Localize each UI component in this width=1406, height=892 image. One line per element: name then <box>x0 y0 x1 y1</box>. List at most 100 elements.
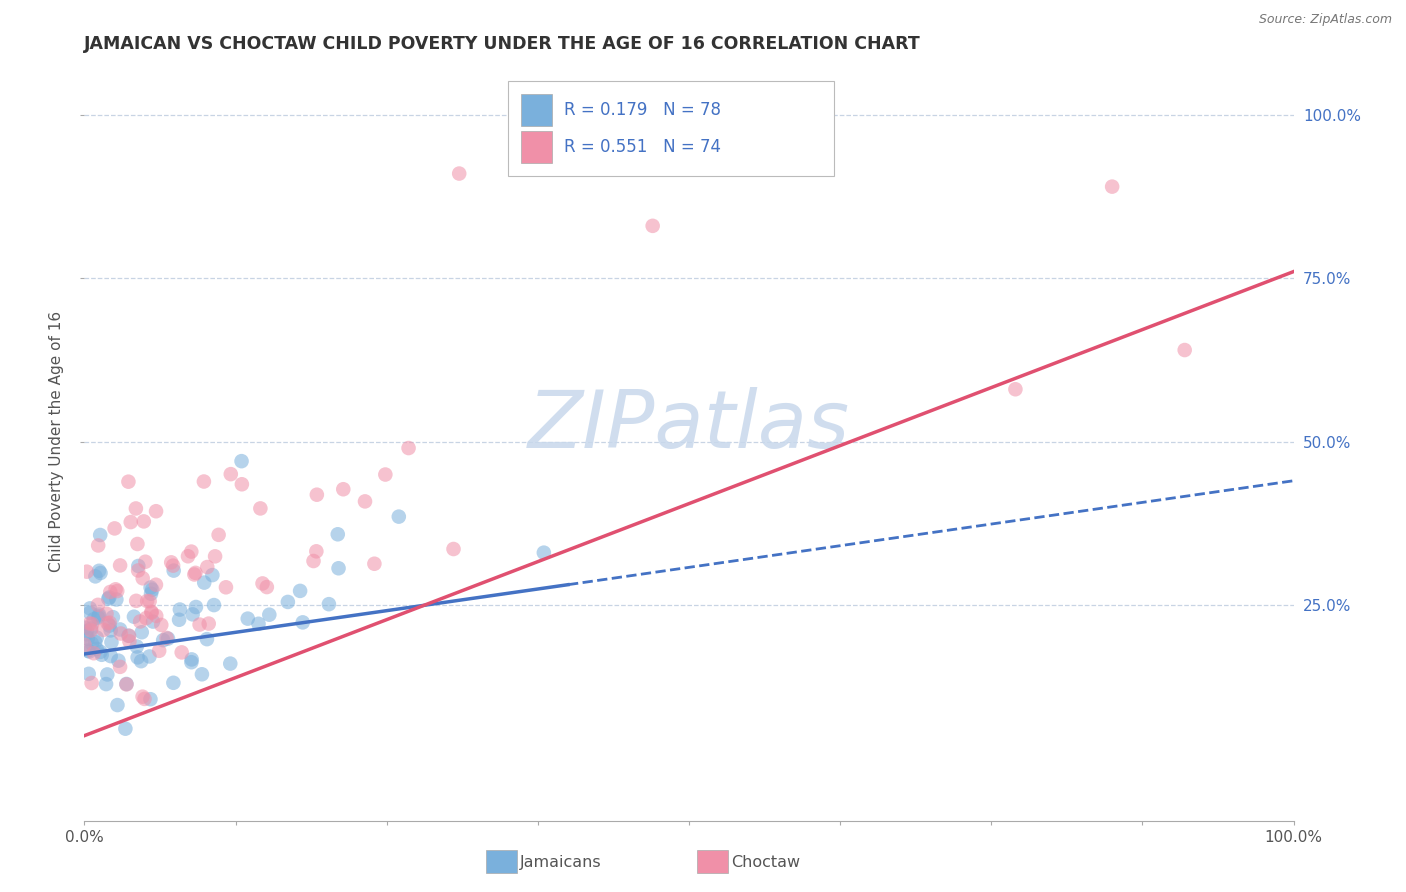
Point <box>139 587 162 601</box>
Point <box>107 698 129 712</box>
Point <box>97 591 120 606</box>
Point <box>89 607 111 622</box>
Point <box>202 598 225 612</box>
Point <box>141 582 163 597</box>
Point <box>117 629 139 643</box>
Point <box>167 613 190 627</box>
Point <box>98 585 121 599</box>
Point <box>332 482 354 496</box>
Point <box>77 666 100 681</box>
Point <box>150 618 173 632</box>
Point <box>195 632 218 647</box>
Point <box>131 690 153 704</box>
Point <box>89 528 111 542</box>
Point <box>207 528 229 542</box>
Text: Choctaw: Choctaw <box>731 855 800 870</box>
Point <box>145 578 167 592</box>
Point <box>1101 179 1123 194</box>
Point <box>177 549 200 564</box>
Point <box>100 624 122 638</box>
Point <box>76 624 98 639</box>
Point <box>155 631 177 645</box>
Point <box>100 635 122 649</box>
Point <box>363 557 385 571</box>
Point <box>193 575 215 590</box>
Text: R = 0.551   N = 74: R = 0.551 N = 74 <box>564 137 721 155</box>
Point <box>73 638 96 652</box>
Point <box>193 475 215 489</box>
Point <box>152 633 174 648</box>
Point <box>183 567 205 582</box>
Point <box>219 467 242 482</box>
Point <box>139 692 162 706</box>
Point <box>256 580 278 594</box>
Text: ZIPatlas: ZIPatlas <box>527 387 851 466</box>
Point <box>86 631 108 645</box>
Point <box>114 722 136 736</box>
Point <box>533 546 555 560</box>
Point <box>180 655 202 669</box>
Point <box>107 654 129 668</box>
Point <box>98 615 121 630</box>
Point <box>145 608 167 623</box>
Point <box>115 677 138 691</box>
Point <box>76 632 98 646</box>
Point <box>136 594 159 608</box>
Point <box>87 539 110 553</box>
Point <box>231 454 253 468</box>
Point <box>96 667 118 681</box>
Point <box>98 591 121 605</box>
Point <box>110 626 132 640</box>
Point <box>87 598 110 612</box>
Point <box>80 622 103 636</box>
Point <box>138 649 160 664</box>
Point <box>127 537 149 551</box>
Point <box>77 644 100 658</box>
Point <box>84 635 107 649</box>
Text: R = 0.179   N = 78: R = 0.179 N = 78 <box>564 101 721 120</box>
Point <box>201 568 224 582</box>
Point <box>125 594 148 608</box>
FancyBboxPatch shape <box>520 95 553 126</box>
Point <box>79 601 101 615</box>
Point <box>83 646 105 660</box>
Point <box>80 624 103 638</box>
Point <box>449 167 471 181</box>
FancyBboxPatch shape <box>520 130 553 162</box>
Point <box>89 566 111 580</box>
Point <box>127 564 149 578</box>
Point <box>170 645 193 659</box>
Point <box>141 605 163 619</box>
Point <box>127 650 149 665</box>
Point <box>236 612 259 626</box>
Point <box>305 488 328 502</box>
Point <box>180 544 202 558</box>
Point <box>1174 343 1197 357</box>
Point <box>104 582 127 597</box>
Point <box>115 677 138 691</box>
Point <box>184 566 207 580</box>
Point <box>105 584 128 599</box>
Point <box>156 632 179 646</box>
Point <box>160 555 183 569</box>
Point <box>98 618 121 632</box>
Point <box>328 561 350 575</box>
Point <box>84 569 107 583</box>
Point <box>398 441 420 455</box>
Point <box>162 558 184 573</box>
Point <box>148 644 170 658</box>
Point <box>118 629 141 643</box>
Point <box>125 640 148 654</box>
Point <box>97 616 120 631</box>
Point <box>89 645 111 659</box>
Point <box>191 667 214 681</box>
Point <box>1004 382 1026 396</box>
Point <box>117 475 139 489</box>
Point <box>142 615 165 629</box>
Point <box>134 692 156 706</box>
Point <box>288 583 311 598</box>
Point <box>122 609 145 624</box>
Point <box>87 564 110 578</box>
Point <box>259 607 281 622</box>
Point <box>163 564 186 578</box>
